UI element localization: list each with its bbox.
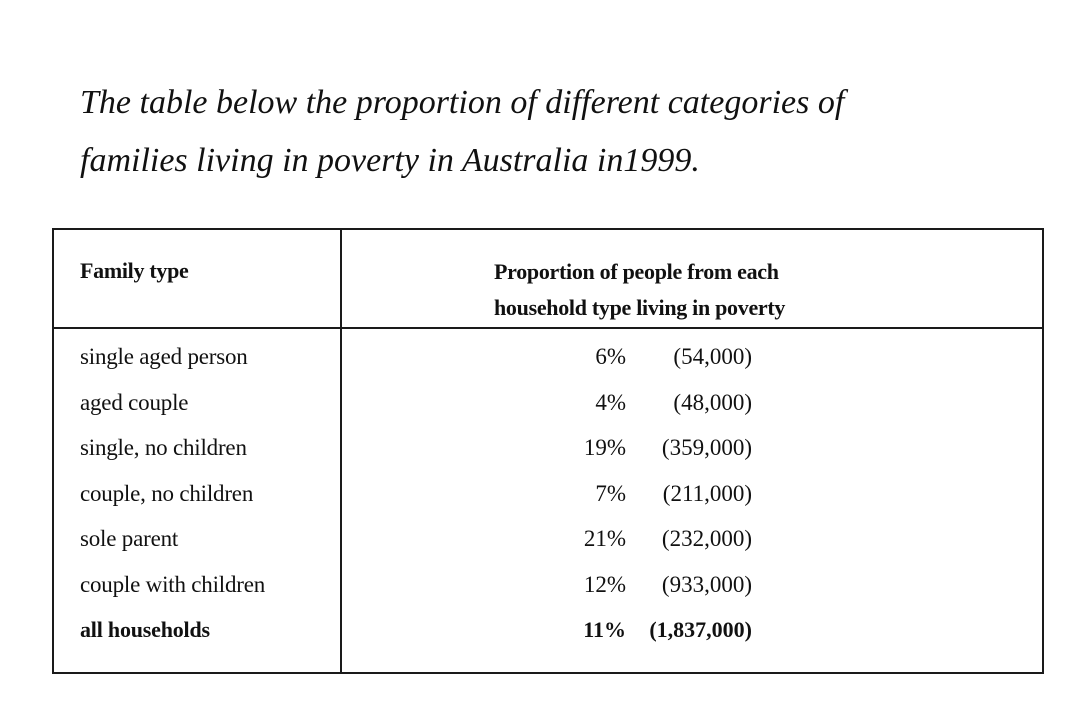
count-cell: (1,837,000) — [649, 617, 752, 642]
count-cell: (54,000) — [673, 344, 752, 369]
table-row: couple, no children 7% (211,000) — [54, 477, 1042, 523]
count-cell: (232,000) — [661, 526, 752, 551]
count-cell: (933,000) — [661, 571, 752, 597]
table-row: couple with children 12% (933,000) — [54, 568, 1042, 614]
table-body: single aged person 6% (54,000) aged coup… — [54, 340, 1042, 659]
count-cell: (211,000) — [662, 480, 752, 506]
count-cell: (48,000) — [673, 389, 752, 415]
percent-cell: 12% — [583, 571, 626, 597]
intro-line-2: families living in poverty in Australia … — [80, 142, 700, 179]
count-cell: (359,000) — [661, 435, 752, 460]
header-family-type: Family type — [80, 258, 189, 283]
family-type-cell: sole parent — [80, 526, 179, 551]
table-row: single, no children 19% (359,000) — [54, 431, 1042, 477]
table-row: single aged person 6% (54,000) — [54, 340, 1042, 386]
table-row: aged couple 4% (48,000) — [54, 386, 1042, 432]
family-type-cell: couple with children — [80, 571, 266, 597]
percent-cell: 7% — [595, 480, 626, 506]
intro-line-1: The table below the proportion of differ… — [80, 84, 845, 121]
column-divider — [340, 230, 342, 672]
family-type-cell: all households — [80, 617, 210, 642]
table-row: sole parent 21% (232,000) — [54, 522, 1042, 568]
percent-cell: 6% — [595, 344, 626, 369]
intro-text: The table below the proportion of differ… — [80, 74, 1040, 190]
percent-cell: 19% — [583, 435, 626, 460]
percent-cell: 11% — [583, 617, 626, 642]
poverty-table: Family type Proportion of people from ea… — [52, 228, 1044, 674]
percent-cell: 4% — [595, 389, 626, 415]
table-row-total: all households 11% (1,837,000) — [54, 613, 1042, 659]
header-proportion-line-1: Proportion of people from each — [494, 259, 779, 284]
percent-cell: 21% — [583, 526, 626, 551]
header-divider — [54, 327, 1042, 329]
header-proportion-line-2: household type living in poverty — [494, 295, 786, 320]
family-type-cell: aged couple — [80, 389, 189, 415]
family-type-cell: couple, no children — [80, 480, 254, 506]
family-type-cell: single aged person — [80, 344, 248, 369]
family-type-cell: single, no children — [80, 435, 247, 460]
header-proportion: Proportion of people from each household… — [494, 254, 785, 326]
